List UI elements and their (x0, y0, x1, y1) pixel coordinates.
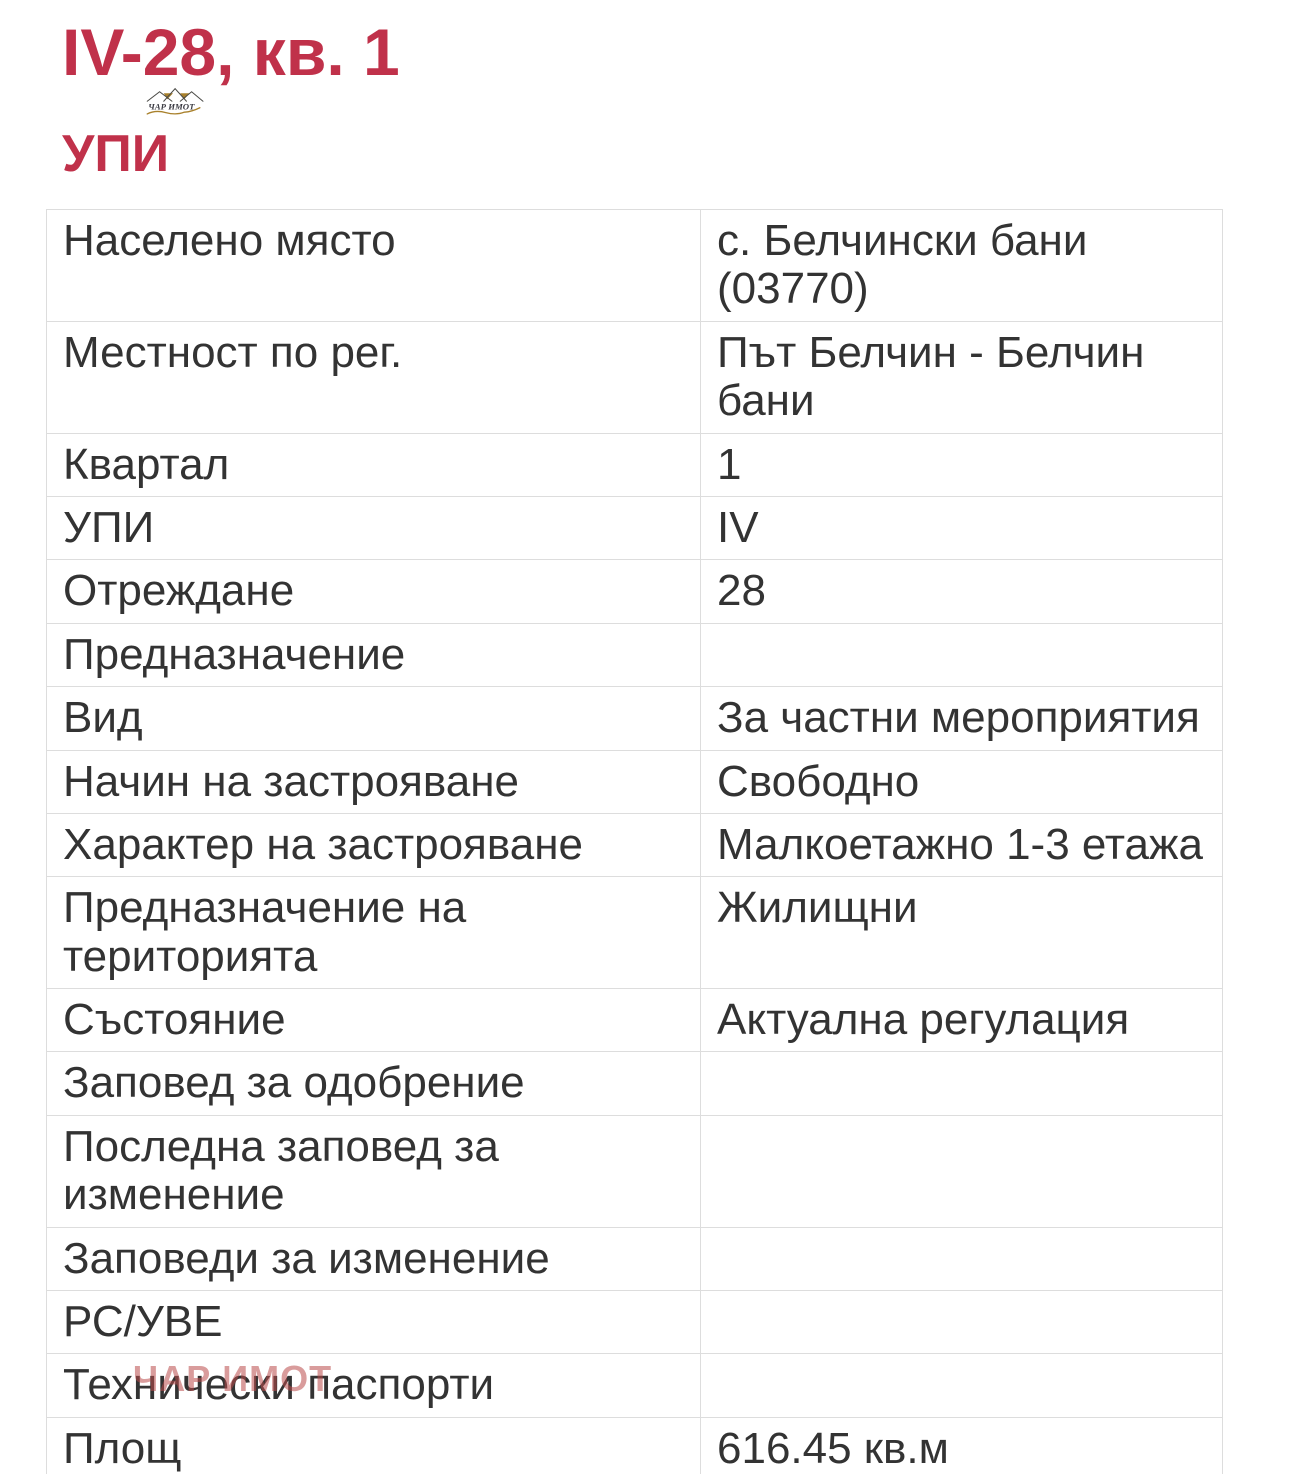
svg-text:ЧАР ИМОТ: ЧАР ИМОТ (148, 101, 195, 111)
